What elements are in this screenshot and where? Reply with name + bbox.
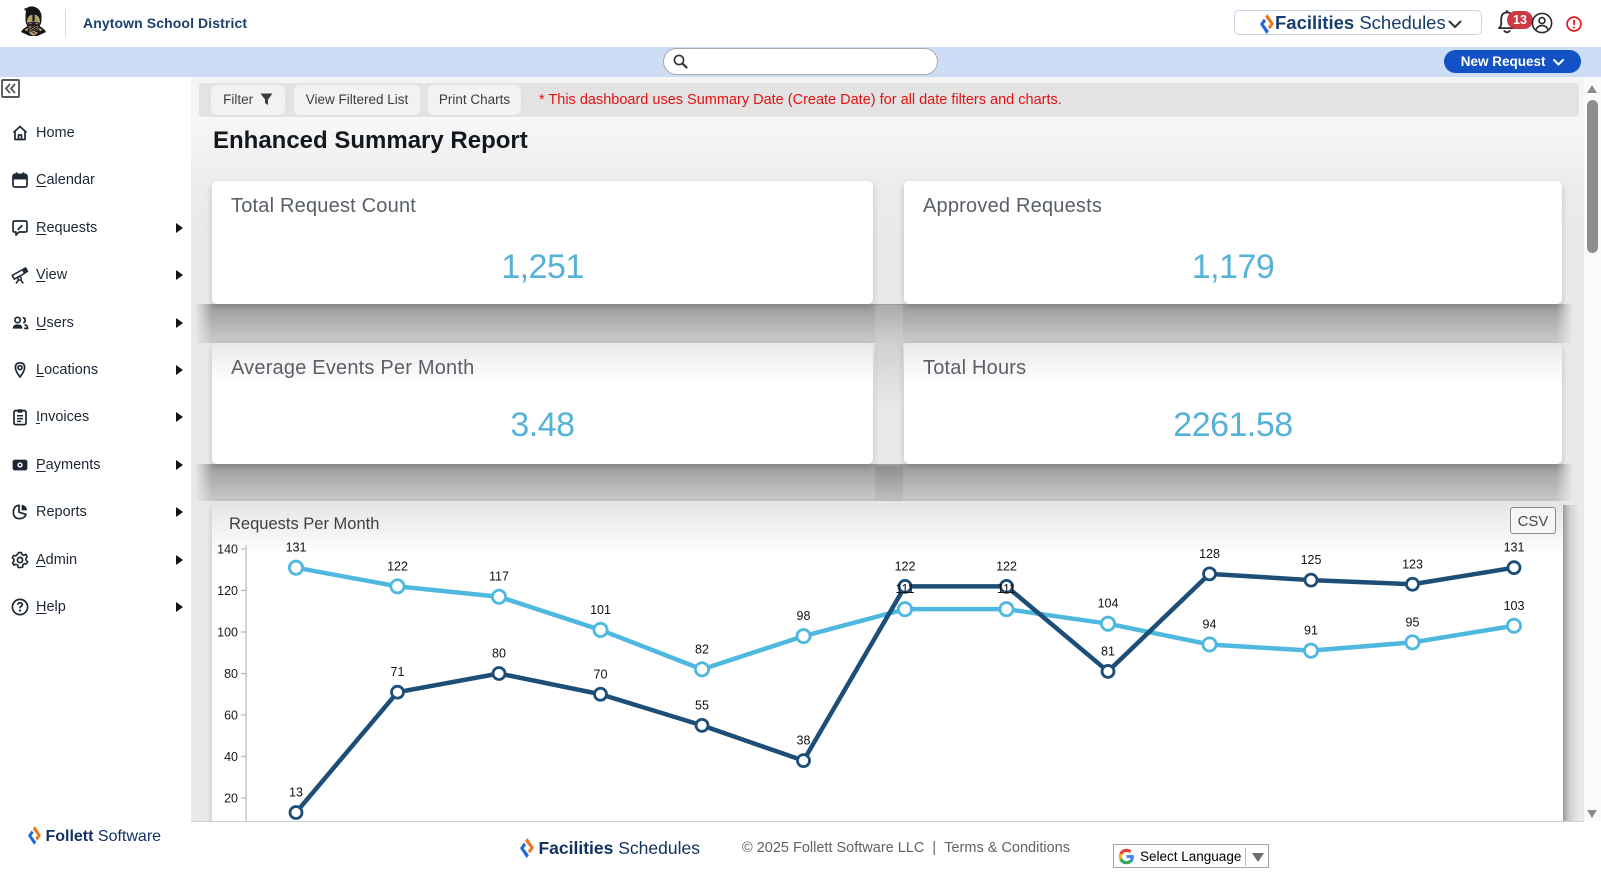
svg-text:125: 125 bbox=[1301, 553, 1322, 567]
svg-text:103: 103 bbox=[1504, 599, 1525, 613]
svg-text:70: 70 bbox=[594, 667, 608, 681]
svg-text:122: 122 bbox=[895, 559, 916, 573]
svg-text:91: 91 bbox=[1304, 624, 1318, 638]
svg-text:100: 100 bbox=[217, 626, 238, 640]
svg-text:55: 55 bbox=[695, 698, 709, 712]
svg-text:20: 20 bbox=[224, 792, 238, 806]
svg-text:94: 94 bbox=[1203, 617, 1217, 631]
svg-text:131: 131 bbox=[286, 541, 307, 555]
svg-text:71: 71 bbox=[391, 665, 405, 679]
svg-text:81: 81 bbox=[1101, 644, 1115, 658]
svg-text:60: 60 bbox=[224, 709, 238, 723]
svg-text:128: 128 bbox=[1199, 547, 1220, 561]
svg-text:38: 38 bbox=[797, 734, 811, 748]
svg-text:122: 122 bbox=[996, 559, 1017, 573]
svg-text:82: 82 bbox=[695, 642, 709, 656]
svg-text:98: 98 bbox=[797, 609, 811, 623]
svg-text:120: 120 bbox=[217, 584, 238, 598]
svg-text:111: 111 bbox=[997, 582, 1016, 596]
svg-text:95: 95 bbox=[1406, 615, 1420, 629]
svg-text:40: 40 bbox=[224, 750, 238, 764]
svg-text:131: 131 bbox=[1504, 541, 1525, 555]
svg-text:122: 122 bbox=[387, 559, 408, 573]
svg-text:104: 104 bbox=[1098, 597, 1119, 611]
svg-text:123: 123 bbox=[1402, 557, 1423, 571]
svg-text:13: 13 bbox=[289, 786, 303, 800]
svg-text:101: 101 bbox=[590, 603, 611, 617]
svg-text:117: 117 bbox=[489, 570, 509, 584]
svg-text:140: 140 bbox=[217, 543, 238, 557]
svg-text:111: 111 bbox=[895, 582, 914, 596]
svg-text:80: 80 bbox=[492, 647, 506, 661]
svg-text:80: 80 bbox=[224, 667, 238, 681]
